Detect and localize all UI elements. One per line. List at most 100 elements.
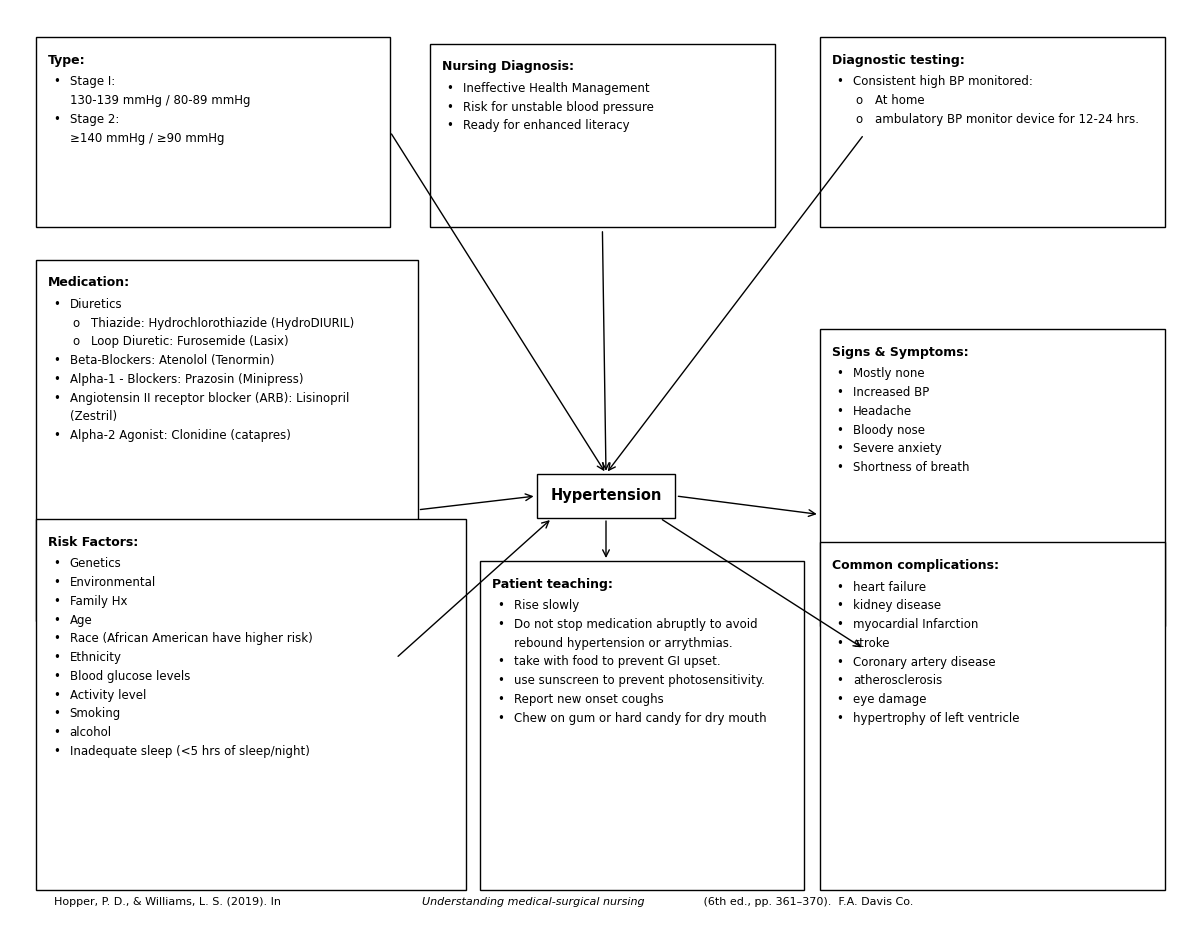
Bar — [36, 37, 390, 227]
Text: Smoking: Smoking — [70, 707, 121, 720]
Text: Do not stop medication abruptly to avoid: Do not stop medication abruptly to avoid — [514, 617, 757, 631]
Text: kidney disease: kidney disease — [853, 599, 941, 613]
Text: o: o — [856, 94, 863, 108]
Text: Ethnicity: Ethnicity — [70, 651, 121, 664]
Text: Type:: Type: — [48, 54, 85, 67]
Bar — [480, 561, 804, 890]
Text: •: • — [836, 693, 844, 706]
Text: ≥140 mmHg / ≥90 mmHg: ≥140 mmHg / ≥90 mmHg — [70, 132, 224, 145]
Text: (Zestril): (Zestril) — [70, 411, 116, 424]
Text: •: • — [53, 576, 60, 590]
Text: Diagnostic testing:: Diagnostic testing: — [832, 54, 965, 67]
Text: stroke: stroke — [853, 637, 889, 650]
Text: heart failure: heart failure — [853, 580, 926, 593]
Text: •: • — [53, 707, 60, 720]
Text: •: • — [53, 373, 60, 386]
Text: Shortness of breath: Shortness of breath — [853, 461, 970, 474]
Text: Age: Age — [70, 614, 92, 627]
Text: Nursing Diagnosis:: Nursing Diagnosis: — [442, 60, 574, 73]
Text: •: • — [497, 655, 504, 668]
Text: •: • — [836, 442, 844, 455]
Text: Genetics: Genetics — [70, 557, 121, 570]
Text: Signs & Symptoms:: Signs & Symptoms: — [832, 346, 968, 359]
Text: •: • — [446, 120, 454, 133]
Text: Blood glucose levels: Blood glucose levels — [70, 670, 190, 683]
Bar — [538, 474, 674, 518]
Text: •: • — [836, 712, 844, 725]
Text: •: • — [53, 651, 60, 664]
Text: Inadequate sleep (<5 hrs of sleep/night): Inadequate sleep (<5 hrs of sleep/night) — [70, 745, 310, 758]
Text: Alpha-2 Agonist: Clonidine (catapres): Alpha-2 Agonist: Clonidine (catapres) — [70, 429, 290, 442]
Text: •: • — [53, 614, 60, 627]
Text: Chew on gum or hard candy for dry mouth: Chew on gum or hard candy for dry mouth — [514, 712, 767, 725]
Bar — [820, 542, 1165, 890]
Text: Understanding medical-surgical nursing: Understanding medical-surgical nursing — [422, 896, 644, 907]
Text: Stage I:: Stage I: — [70, 75, 115, 88]
Text: myocardial Infarction: myocardial Infarction — [853, 618, 978, 631]
Text: •: • — [53, 429, 60, 442]
Text: •: • — [836, 580, 844, 593]
Text: •: • — [836, 637, 844, 650]
Text: Diuretics: Diuretics — [70, 298, 122, 311]
Text: hypertrophy of left ventricle: hypertrophy of left ventricle — [853, 712, 1020, 725]
Text: Severe anxiety: Severe anxiety — [853, 442, 942, 455]
Text: Activity level: Activity level — [70, 689, 146, 702]
Bar — [820, 329, 1165, 626]
Text: Headache: Headache — [853, 405, 912, 418]
Text: •: • — [53, 391, 60, 404]
Text: Race (African American have higher risk): Race (African American have higher risk) — [70, 632, 312, 645]
Text: Environmental: Environmental — [70, 576, 156, 590]
Text: •: • — [53, 595, 60, 608]
Bar — [36, 260, 418, 621]
Text: •: • — [53, 689, 60, 702]
Text: •: • — [836, 386, 844, 400]
Text: •: • — [497, 599, 504, 612]
Text: •: • — [836, 424, 844, 437]
Text: Coronary artery disease: Coronary artery disease — [853, 655, 996, 668]
Text: •: • — [836, 599, 844, 613]
Text: Beta-Blockers: Atenolol (Tenormin): Beta-Blockers: Atenolol (Tenormin) — [70, 354, 274, 367]
Text: take with food to prevent GI upset.: take with food to prevent GI upset. — [514, 655, 720, 668]
Text: Consistent high BP monitored:: Consistent high BP monitored: — [853, 75, 1033, 88]
Text: Family Hx: Family Hx — [70, 595, 127, 608]
Text: Rise slowly: Rise slowly — [514, 599, 578, 612]
Text: •: • — [53, 670, 60, 683]
Text: eye damage: eye damage — [853, 693, 926, 706]
Text: Report new onset coughs: Report new onset coughs — [514, 692, 664, 705]
Text: Alpha-1 - Blockers: Prazosin (Minipress): Alpha-1 - Blockers: Prazosin (Minipress) — [70, 373, 304, 386]
Text: •: • — [53, 726, 60, 739]
Text: •: • — [836, 655, 844, 668]
Text: Thiazide: Hydrochlorothiazide (HydroDIURIL): Thiazide: Hydrochlorothiazide (HydroDIUR… — [91, 316, 354, 330]
Text: Hypertension: Hypertension — [551, 489, 661, 503]
Text: o: o — [856, 113, 863, 126]
Text: •: • — [836, 367, 844, 380]
Text: ambulatory BP monitor device for 12-24 hrs.: ambulatory BP monitor device for 12-24 h… — [875, 113, 1139, 126]
Text: •: • — [53, 354, 60, 367]
Text: Mostly none: Mostly none — [853, 367, 925, 380]
Bar — [36, 519, 466, 890]
Text: Angiotensin II receptor blocker (ARB): Lisinopril: Angiotensin II receptor blocker (ARB): L… — [70, 391, 349, 404]
Text: •: • — [497, 674, 504, 687]
Text: o: o — [72, 336, 79, 349]
Text: Risk for unstable blood pressure: Risk for unstable blood pressure — [463, 100, 654, 114]
Text: •: • — [836, 618, 844, 631]
Text: •: • — [836, 674, 844, 687]
Text: At home: At home — [875, 94, 924, 108]
Text: Ready for enhanced literacy: Ready for enhanced literacy — [463, 120, 630, 133]
Text: •: • — [53, 745, 60, 758]
Text: Risk Factors:: Risk Factors: — [48, 536, 138, 549]
Text: Medication:: Medication: — [48, 276, 130, 289]
Text: •: • — [53, 298, 60, 311]
Text: use sunscreen to prevent photosensitivity.: use sunscreen to prevent photosensitivit… — [514, 674, 764, 687]
Text: •: • — [446, 82, 454, 95]
Text: •: • — [53, 557, 60, 570]
Text: Increased BP: Increased BP — [853, 386, 930, 400]
Text: •: • — [497, 617, 504, 631]
Text: Hopper, P. D., & Williams, L. S. (2019). In: Hopper, P. D., & Williams, L. S. (2019).… — [54, 896, 284, 907]
Text: Stage 2:: Stage 2: — [70, 113, 119, 126]
Text: •: • — [836, 461, 844, 474]
Text: atherosclerosis: atherosclerosis — [853, 674, 942, 687]
Text: •: • — [53, 75, 60, 88]
Bar — [820, 37, 1165, 227]
Text: •: • — [836, 75, 844, 88]
